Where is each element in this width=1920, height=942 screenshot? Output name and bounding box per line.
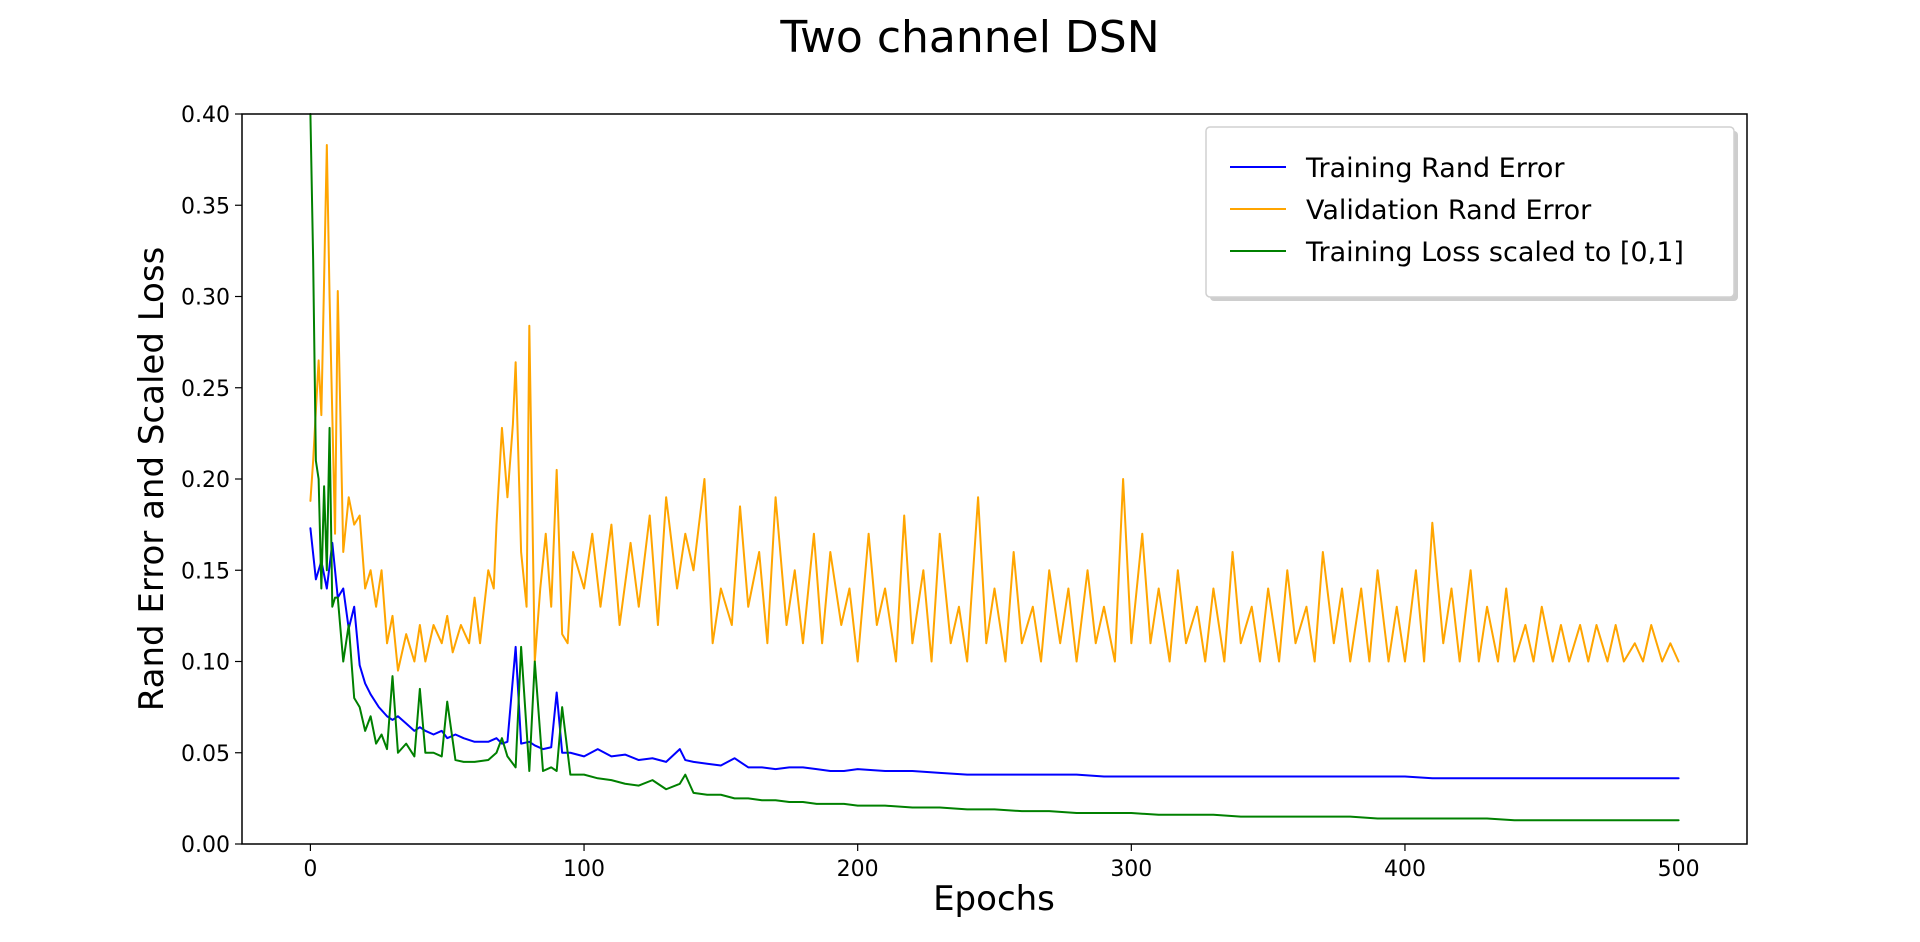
y-axis: 0.00 0.05 0.10 0.15 0.20 0.25 0.30 0.35 0.40 (181, 103, 242, 858)
legend-label-1: Validation Rand Error (1306, 195, 1592, 226)
y-tick-label-0.15: 0.15 (181, 559, 230, 584)
x-tick-label-0: 0 (303, 857, 317, 882)
x-axis-title: Epochs (933, 879, 1055, 919)
series-layer (309, 113, 1680, 822)
x-tick-label-300: 300 (1110, 857, 1152, 882)
series-line-0 (309, 527, 1680, 780)
x-tick-label-200: 200 (837, 857, 879, 882)
legend-items: Training Rand Error Validation Rand Error… (1230, 153, 1684, 268)
y-axis-title: Rand Error and Scaled Loss (132, 247, 172, 712)
x-axis: 0 100 200 300 400 500 (303, 844, 1700, 882)
legend-label-0: Training Rand Error (1305, 153, 1565, 184)
x-tick-label-100: 100 (563, 857, 605, 882)
y-tick-label-0.40: 0.40 (181, 103, 230, 128)
legend-box (1205, 126, 1735, 298)
y-tick-label-0.10: 0.10 (181, 651, 230, 676)
y-tick-label-0.20: 0.20 (181, 468, 230, 493)
series-line-2 (309, 113, 1680, 822)
series-line-1 (309, 144, 1680, 672)
legend-label-2: Training Loss scaled to [0,1] (1305, 237, 1684, 268)
y-tick-label-0.00: 0.00 (181, 833, 230, 858)
chart-title: Two channel DSN (779, 12, 1159, 63)
y-tick-label-0.25: 0.25 (181, 377, 230, 402)
y-tick-label-0.30: 0.30 (181, 286, 230, 311)
y-tick-label-0.35: 0.35 (181, 194, 230, 219)
x-tick-label-500: 500 (1658, 857, 1700, 882)
x-tick-label-400: 400 (1384, 857, 1426, 882)
legend: Training Rand Error Validation Rand Error… (1205, 126, 1738, 301)
y-tick-label-0.05: 0.05 (181, 742, 230, 767)
